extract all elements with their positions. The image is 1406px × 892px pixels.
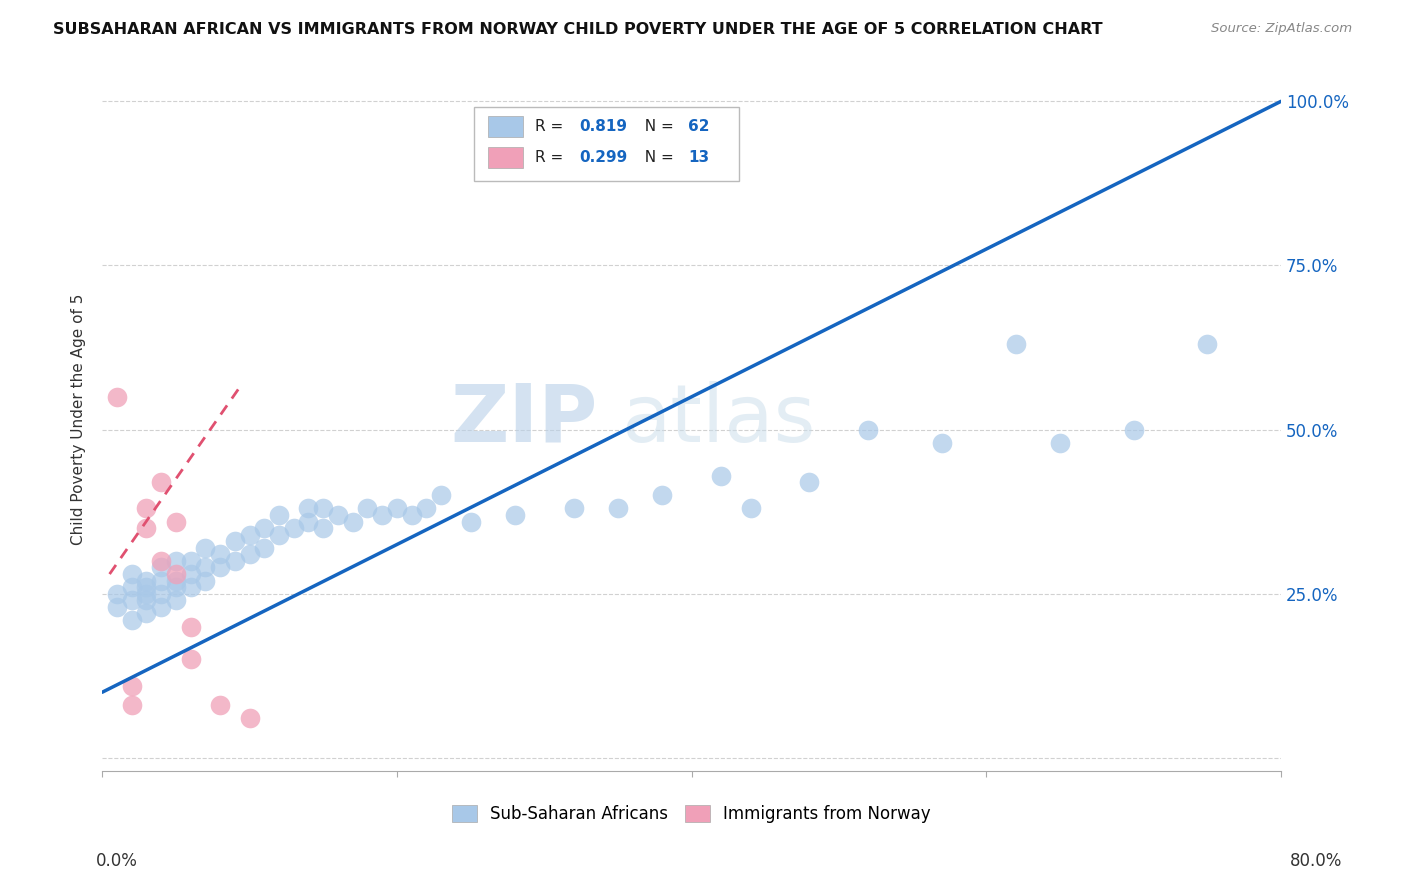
Point	[326, 508, 349, 522]
Text: R =: R =	[534, 120, 568, 135]
Point	[356, 501, 378, 516]
Point	[312, 521, 335, 535]
Text: R =: R =	[534, 150, 568, 165]
Point	[209, 547, 232, 561]
Point	[135, 587, 157, 601]
Text: 80.0%: 80.0%	[1291, 852, 1343, 870]
Point	[150, 574, 173, 588]
Point	[165, 567, 187, 582]
Point	[562, 501, 585, 516]
Point	[180, 619, 202, 633]
Point	[430, 488, 453, 502]
Point	[165, 574, 187, 588]
Point	[710, 468, 733, 483]
Y-axis label: Child Poverty Under the Age of 5: Child Poverty Under the Age of 5	[72, 294, 86, 546]
Point	[194, 560, 217, 574]
FancyBboxPatch shape	[474, 107, 738, 181]
Point	[135, 501, 157, 516]
Point	[180, 652, 202, 666]
Point	[503, 508, 526, 522]
Point	[238, 527, 260, 541]
Text: atlas: atlas	[621, 381, 815, 458]
Point	[150, 599, 173, 614]
Text: 13: 13	[688, 150, 709, 165]
Point	[165, 580, 187, 594]
Point	[150, 475, 173, 490]
Text: Source: ZipAtlas.com: Source: ZipAtlas.com	[1212, 22, 1353, 36]
Point	[224, 554, 246, 568]
Text: 62: 62	[688, 120, 710, 135]
Point	[267, 527, 290, 541]
Point	[180, 567, 202, 582]
Text: 0.819: 0.819	[579, 120, 627, 135]
Point	[180, 554, 202, 568]
Point	[312, 501, 335, 516]
Point	[1049, 435, 1071, 450]
Point	[283, 521, 305, 535]
Legend: Sub-Saharan Africans, Immigrants from Norway: Sub-Saharan Africans, Immigrants from No…	[446, 798, 938, 830]
Point	[238, 547, 260, 561]
Point	[165, 515, 187, 529]
Text: 0.299: 0.299	[579, 150, 628, 165]
Point	[606, 501, 628, 516]
Text: 0.0%: 0.0%	[96, 852, 138, 870]
Point	[121, 679, 143, 693]
Point	[238, 711, 260, 725]
Point	[253, 541, 276, 555]
Point	[415, 501, 437, 516]
Point	[858, 423, 880, 437]
Point	[150, 554, 173, 568]
Point	[121, 567, 143, 582]
Point	[135, 574, 157, 588]
Point	[651, 488, 673, 502]
Point	[165, 554, 187, 568]
Point	[1122, 423, 1144, 437]
Point	[931, 435, 953, 450]
Point	[740, 501, 762, 516]
Point	[150, 587, 173, 601]
Point	[267, 508, 290, 522]
Point	[105, 599, 128, 614]
Point	[135, 607, 157, 621]
Point	[194, 574, 217, 588]
Point	[135, 580, 157, 594]
Point	[385, 501, 408, 516]
Point	[209, 560, 232, 574]
Point	[297, 515, 319, 529]
Text: N =: N =	[636, 150, 679, 165]
Point	[121, 698, 143, 713]
Point	[150, 560, 173, 574]
Point	[105, 390, 128, 404]
Point	[180, 580, 202, 594]
Point	[799, 475, 821, 490]
Point	[342, 515, 364, 529]
Point	[165, 593, 187, 607]
Point	[209, 698, 232, 713]
Point	[224, 534, 246, 549]
Point	[371, 508, 394, 522]
Point	[135, 593, 157, 607]
Point	[1197, 337, 1219, 351]
Point	[105, 587, 128, 601]
Point	[1004, 337, 1026, 351]
FancyBboxPatch shape	[488, 147, 523, 169]
Point	[121, 580, 143, 594]
Text: ZIP: ZIP	[450, 381, 598, 458]
Point	[121, 593, 143, 607]
Text: N =: N =	[636, 120, 679, 135]
Point	[194, 541, 217, 555]
Point	[253, 521, 276, 535]
FancyBboxPatch shape	[488, 116, 523, 137]
Point	[297, 501, 319, 516]
Point	[460, 515, 482, 529]
Point	[135, 521, 157, 535]
Point	[401, 508, 423, 522]
Point	[121, 613, 143, 627]
Text: SUBSAHARAN AFRICAN VS IMMIGRANTS FROM NORWAY CHILD POVERTY UNDER THE AGE OF 5 CO: SUBSAHARAN AFRICAN VS IMMIGRANTS FROM NO…	[53, 22, 1104, 37]
